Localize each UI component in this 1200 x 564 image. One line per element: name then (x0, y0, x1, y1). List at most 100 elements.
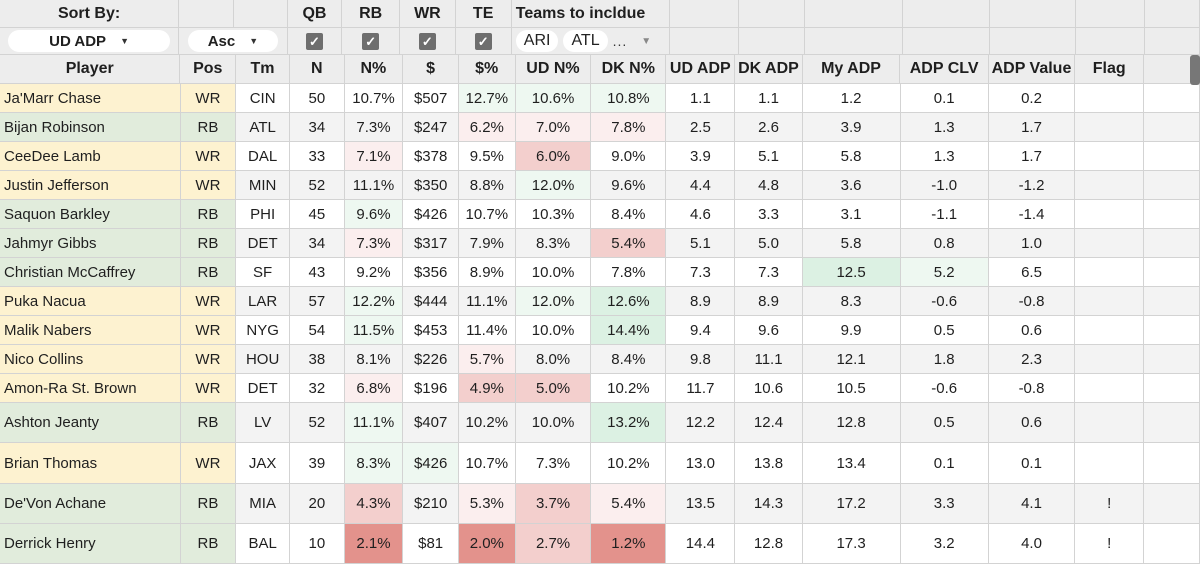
cell-adp-value[interactable]: 1.0 (988, 229, 1076, 258)
cell-dk-n-pct[interactable]: 9.0% (591, 142, 667, 171)
cell-adp-value[interactable]: -1.2 (988, 171, 1076, 200)
cell-adp-value[interactable]: 0.6 (988, 316, 1076, 345)
cell-n-count[interactable]: 43 (290, 258, 345, 287)
cell-dk-n-pct[interactable]: 10.2% (591, 374, 667, 403)
sort-field-dropdown[interactable]: UD ADP ▼ (8, 30, 171, 52)
cell-position[interactable]: RB (180, 484, 237, 524)
cell-my-adp[interactable]: 8.3 (802, 287, 901, 316)
cell-position[interactable]: WR (180, 374, 237, 403)
cell-n-pct[interactable]: 9.2% (344, 258, 404, 287)
cell-ud-adp[interactable]: 5.1 (666, 229, 736, 258)
cell-dk-n-pct[interactable]: 12.6% (591, 287, 667, 316)
cell-position[interactable]: WR (180, 345, 237, 374)
cell-dollar-pct[interactable]: 9.5% (458, 142, 516, 171)
col-header-tm[interactable]: Tm (236, 55, 290, 84)
cell-my-adp[interactable]: 3.9 (802, 113, 901, 142)
cell-my-adp[interactable]: 17.2 (802, 484, 901, 524)
cell-dollars[interactable]: $407 (403, 403, 459, 443)
cell-adp-value[interactable]: 6.5 (988, 258, 1076, 287)
cell-n-count[interactable]: 54 (290, 316, 345, 345)
cell-dollars[interactable]: $317 (403, 229, 459, 258)
cell-position[interactable]: RB (180, 403, 237, 443)
teams-dropdown[interactable]: ARI ATL ... ▼ (511, 28, 671, 55)
cell-dollar-pct[interactable]: 8.9% (458, 258, 516, 287)
cell-team[interactable]: CIN (236, 84, 291, 113)
cell-adp-value[interactable]: -0.8 (988, 374, 1076, 403)
cell-ud-adp[interactable]: 11.7 (666, 374, 736, 403)
cell-adp-clv[interactable]: 1.3 (900, 113, 989, 142)
cell-position[interactable]: WR (180, 142, 237, 171)
cell-ud-adp[interactable]: 13.5 (666, 484, 736, 524)
cell-flag[interactable]: ! (1075, 524, 1145, 564)
cell-team[interactable]: PHI (236, 200, 291, 229)
cell-player-name[interactable]: De'Von Achane (0, 484, 181, 524)
col-header-pos[interactable]: Pos (180, 55, 237, 84)
cell-n-pct[interactable]: 6.8% (344, 374, 404, 403)
cell-player-name[interactable]: Justin Jefferson (0, 171, 181, 200)
cell-player-name[interactable]: Bijan Robinson (0, 113, 181, 142)
cell-flag[interactable] (1075, 287, 1145, 316)
cell-dollar-pct[interactable]: 6.2% (458, 113, 516, 142)
cell-adp-value[interactable]: 0.6 (988, 403, 1076, 443)
cell-n-count[interactable]: 20 (290, 484, 345, 524)
cell-my-adp[interactable]: 13.4 (802, 443, 901, 484)
cell-dk-adp[interactable]: 12.8 (735, 524, 803, 564)
cell-dk-adp[interactable]: 13.8 (735, 443, 803, 484)
cell-dollar-pct[interactable]: 10.7% (458, 443, 516, 484)
cell-adp-clv[interactable]: -0.6 (900, 374, 989, 403)
cell-position[interactable]: RB (180, 200, 237, 229)
cell-team[interactable]: NYG (236, 316, 291, 345)
col-header-adp-value[interactable]: ADP Value (988, 55, 1076, 84)
cell-flag[interactable] (1075, 171, 1145, 200)
cell-adp-value[interactable]: 1.7 (988, 113, 1076, 142)
cell-ud-adp[interactable]: 2.5 (666, 113, 736, 142)
cell-player-name[interactable]: Ashton Jeanty (0, 403, 181, 443)
cell-flag[interactable] (1075, 316, 1145, 345)
cell-my-adp[interactable]: 12.5 (802, 258, 901, 287)
cell-adp-clv[interactable]: 1.3 (900, 142, 989, 171)
cell-position[interactable]: RB (180, 524, 237, 564)
cell-dk-adp[interactable]: 4.8 (735, 171, 803, 200)
col-header-dk-n-pct[interactable]: DK N% (591, 55, 667, 84)
cell-flag[interactable]: ! (1075, 484, 1145, 524)
cell-ud-n-pct[interactable]: 10.3% (515, 200, 592, 229)
cell-n-pct[interactable]: 12.2% (344, 287, 404, 316)
cell-my-adp[interactable]: 10.5 (802, 374, 901, 403)
cell-dollars[interactable]: $453 (403, 316, 459, 345)
cell-team[interactable]: ATL (236, 113, 291, 142)
cell-n-pct[interactable]: 7.1% (344, 142, 404, 171)
cell-flag[interactable] (1075, 443, 1145, 484)
cell-dk-adp[interactable]: 1.1 (735, 84, 803, 113)
cell-dk-adp[interactable]: 2.6 (735, 113, 803, 142)
cell-dollars[interactable]: $226 (403, 345, 459, 374)
cell-n-count[interactable]: 38 (290, 345, 345, 374)
cell-dk-adp[interactable]: 12.4 (735, 403, 803, 443)
cell-dk-n-pct[interactable]: 5.4% (591, 229, 667, 258)
cell-dollar-pct[interactable]: 11.1% (458, 287, 516, 316)
wr-checkbox[interactable]: ✓ (418, 32, 436, 50)
cell-team[interactable]: JAX (236, 443, 291, 484)
cell-adp-clv[interactable]: 0.1 (900, 84, 989, 113)
cell-my-adp[interactable]: 1.2 (802, 84, 901, 113)
cell-ud-adp[interactable]: 4.4 (666, 171, 736, 200)
cell-n-pct[interactable]: 10.7% (344, 84, 404, 113)
cell-n-pct[interactable]: 8.3% (344, 443, 404, 484)
cell-ud-adp[interactable]: 3.9 (666, 142, 736, 171)
cell-team[interactable]: MIA (236, 484, 291, 524)
cell-ud-adp[interactable]: 13.0 (666, 443, 736, 484)
cell-dollars[interactable]: $210 (403, 484, 459, 524)
cell-player-name[interactable]: CeeDee Lamb (0, 142, 181, 171)
cell-team[interactable]: DAL (236, 142, 291, 171)
cell-player-name[interactable]: Ja'Marr Chase (0, 84, 181, 113)
cell-dollars[interactable]: $350 (403, 171, 459, 200)
cell-my-adp[interactable]: 12.8 (802, 403, 901, 443)
cell-dollars[interactable]: $356 (403, 258, 459, 287)
cell-ud-n-pct[interactable]: 7.0% (515, 113, 592, 142)
cell-player-name[interactable]: Christian McCaffrey (0, 258, 181, 287)
cell-team[interactable]: HOU (236, 345, 291, 374)
col-header-ud-adp[interactable]: UD ADP (666, 55, 736, 84)
cell-dollars[interactable]: $196 (403, 374, 459, 403)
cell-n-pct[interactable]: 8.1% (344, 345, 404, 374)
cell-dk-adp[interactable]: 7.3 (735, 258, 803, 287)
cell-dk-n-pct[interactable]: 7.8% (591, 113, 667, 142)
